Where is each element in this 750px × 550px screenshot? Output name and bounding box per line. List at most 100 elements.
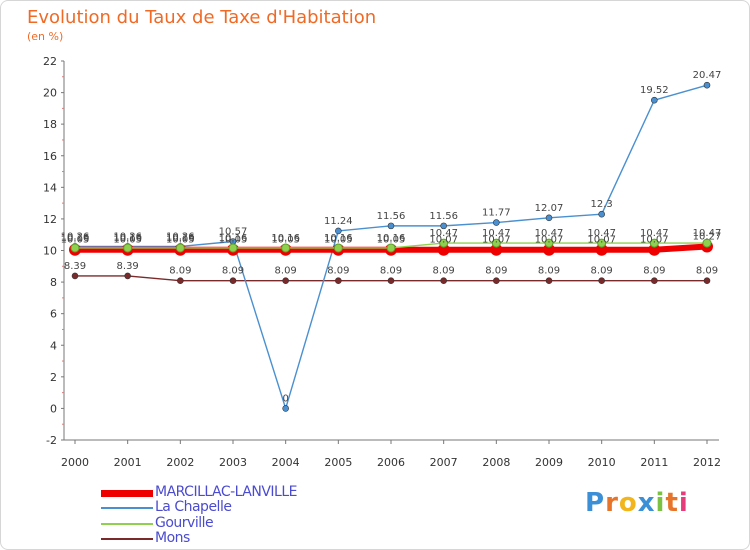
x-tick-label: 2005 — [324, 456, 352, 469]
data-label-gourville: 10.47 — [482, 228, 511, 239]
point-mons — [335, 277, 342, 284]
legend-swatch-gourville — [101, 523, 153, 525]
data-label-gourville: 10.16 — [219, 233, 248, 244]
data-label-gourville: 10.16 — [271, 233, 300, 244]
data-label-mons: 8.39 — [64, 261, 86, 272]
data-label-mons: 8.09 — [327, 266, 349, 277]
point-la-chapelle — [598, 210, 605, 218]
x-tick-label: 2006 — [377, 456, 405, 469]
x-tick-label: 2010 — [588, 456, 616, 469]
data-label-mons: 8.09 — [169, 266, 191, 277]
data-label-mons: 8.09 — [433, 266, 455, 277]
data-label-gourville: 10.47 — [693, 228, 722, 239]
data-label-mons: 8.09 — [380, 266, 402, 277]
data-label-marcillac-lanville: 10.27 — [693, 232, 722, 243]
point-gourville — [702, 238, 712, 248]
point-mons — [703, 277, 711, 284]
legend-swatch-marcillac — [101, 490, 153, 497]
legend-label-marcillac: MARCILLAC-LANVILLE — [155, 484, 298, 500]
point-mons — [651, 277, 658, 284]
data-label-la-chapelle: 10.26 — [166, 231, 195, 242]
logo-letter: o — [618, 488, 638, 518]
point-gourville — [597, 238, 607, 248]
data-label-marcillac-lanville: 10.07 — [535, 235, 564, 246]
x-tick-label: 2007 — [430, 456, 458, 469]
x-tick-label: 2002 — [166, 456, 194, 469]
y-tick-label: 14 — [43, 181, 57, 194]
legend-label-mons: Mons — [155, 530, 190, 546]
legend-swatch-mons — [101, 538, 153, 540]
y-tick-label: 22 — [43, 55, 57, 68]
logo-letter: P — [585, 488, 606, 518]
point-mons — [282, 277, 289, 284]
legend-item-gourville: Gourville — [101, 515, 361, 532]
data-label-la-chapelle: 10.26 — [61, 231, 90, 242]
point-mons — [387, 277, 395, 284]
data-label-la-chapelle: 11.56 — [377, 211, 406, 222]
data-label-marcillac-lanville: 10.05 — [61, 235, 90, 246]
y-tick-label: 10 — [43, 245, 57, 258]
x-tick-label: 2011 — [640, 456, 668, 469]
data-label-gourville: 10.16 — [324, 233, 353, 244]
point-gourville — [544, 238, 554, 248]
y-tick-label: 12 — [43, 213, 57, 226]
data-label-mons: 8.09 — [538, 266, 560, 277]
chart-subtitle: (en %) — [27, 30, 64, 43]
y-tick-label: 4 — [50, 339, 57, 352]
y-tick-label: 20 — [43, 87, 57, 100]
point-mons — [598, 277, 605, 284]
point-mons — [71, 272, 79, 280]
y-tick-label: 6 — [50, 308, 57, 321]
point-gourville — [333, 243, 343, 253]
data-label-marcillac-lanville: 10.07 — [482, 235, 511, 246]
data-label-la-chapelle: 11.77 — [482, 208, 511, 219]
data-label-la-chapelle: 0 — [282, 393, 288, 404]
data-label-marcillac-lanville: 10.07 — [587, 235, 616, 246]
point-mons — [545, 277, 553, 284]
data-label-mons: 8.09 — [275, 266, 297, 277]
logo-letter: x — [637, 488, 656, 518]
point-marcillac-lanville — [490, 243, 503, 256]
data-label-marcillac-lanville: 10.05 — [113, 235, 142, 246]
logo-letter: i — [655, 488, 666, 518]
data-label-la-chapelle: 11.24 — [324, 216, 353, 227]
point-gourville — [649, 238, 659, 248]
y-tick-label: 18 — [43, 118, 57, 131]
data-label-gourville: 10.47 — [429, 228, 458, 239]
chart-title: Evolution du Taux de Taxe d'Habitation — [27, 7, 377, 28]
data-label-la-chapelle: 19.52 — [640, 85, 669, 96]
data-label-mons: 8.09 — [643, 266, 665, 277]
data-label-marcillac-lanville: 10.07 — [640, 235, 669, 246]
point-gourville — [386, 243, 396, 253]
point-la-chapelle — [387, 222, 395, 230]
point-gourville — [439, 238, 449, 248]
point-gourville — [123, 243, 133, 253]
point-la-chapelle — [651, 96, 658, 104]
data-label-marcillac-lanville: 10.05 — [166, 235, 195, 246]
data-label-marcillac-lanville: 10.05 — [377, 235, 406, 246]
y-tick-label: 8 — [50, 276, 57, 289]
point-gourville — [491, 238, 501, 248]
legend-item-la-chapelle: La Chapelle — [101, 499, 361, 516]
legend-item-marcillac: MARCILLAC-LANVILLE — [101, 484, 361, 501]
legend-label-la-chapelle: La Chapelle — [155, 499, 232, 515]
point-marcillac-lanville — [595, 243, 608, 256]
y-tick-label: 0 — [50, 402, 57, 415]
point-mons — [124, 272, 131, 280]
data-label-la-chapelle: 11.56 — [429, 211, 458, 222]
point-la-chapelle — [282, 405, 289, 412]
data-label-marcillac-lanville: 10.07 — [429, 235, 458, 246]
x-tick-label: 2003 — [219, 456, 247, 469]
data-label-mons: 8.09 — [222, 266, 244, 277]
point-la-chapelle — [440, 222, 447, 230]
data-label-marcillac-lanville: 10.05 — [219, 235, 248, 246]
data-label-mons: 8.09 — [485, 266, 507, 277]
logo-letter: i — [678, 488, 689, 518]
data-label-la-chapelle: 20.47 — [693, 70, 722, 81]
x-tick-label: 2004 — [272, 456, 300, 469]
data-label-marcillac-lanville: 10.05 — [324, 235, 353, 246]
data-label-gourville: 10.16 — [166, 233, 195, 244]
point-la-chapelle — [493, 219, 500, 226]
point-la-chapelle — [703, 81, 711, 89]
